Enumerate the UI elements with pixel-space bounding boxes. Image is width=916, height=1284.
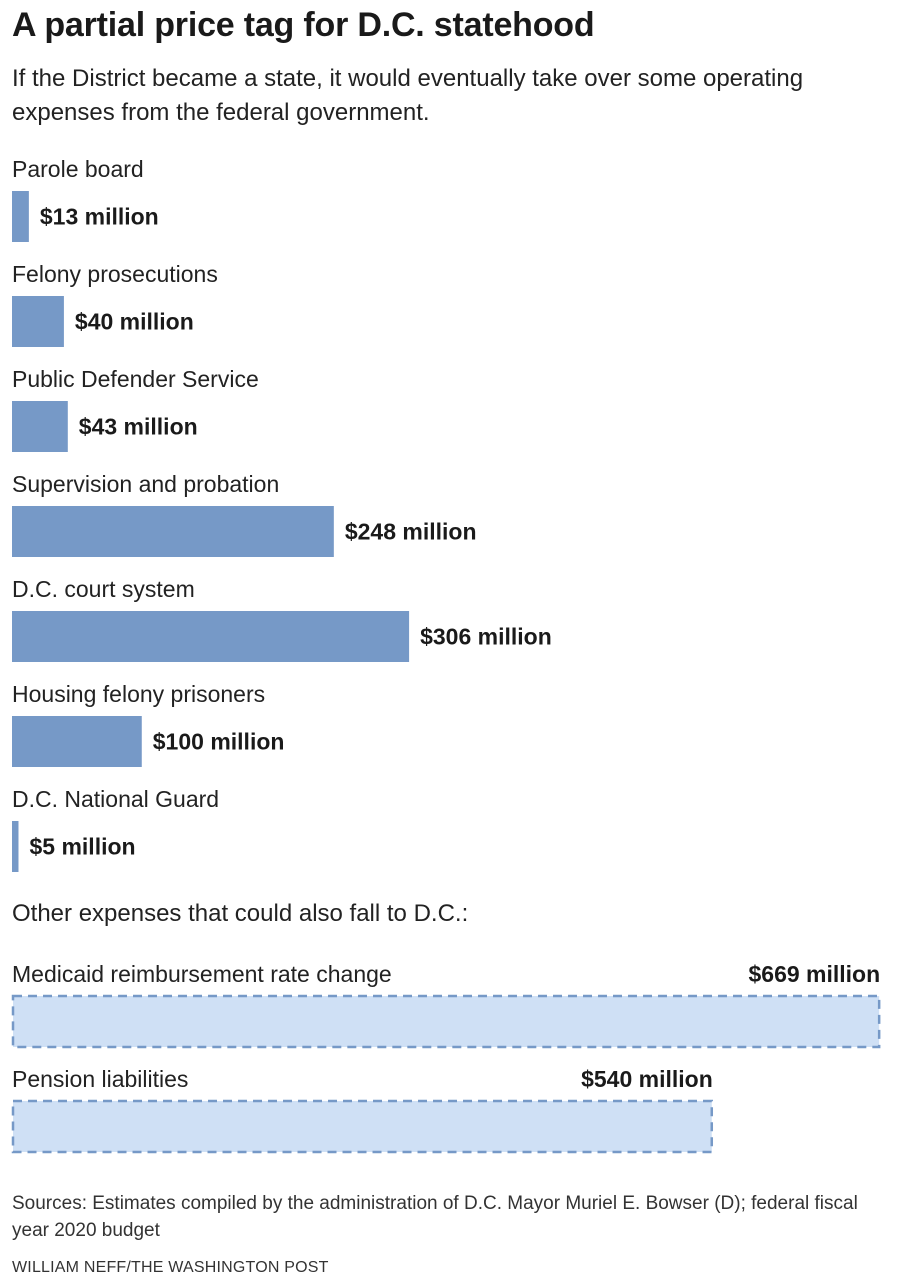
chart-title: A partial price tag for D.C. statehood bbox=[12, 6, 595, 44]
value-label-pension-liabilities: $540 million bbox=[581, 1066, 713, 1092]
value-label-public-defender-service: $43 million bbox=[79, 414, 198, 440]
category-label-d-c-court-system: D.C. court system bbox=[12, 576, 195, 602]
value-label-housing-felony-prisoners: $100 million bbox=[153, 729, 285, 755]
value-label-felony-prosecutions: $40 million bbox=[75, 309, 194, 335]
category-label-housing-felony-prisoners: Housing felony prisoners bbox=[12, 681, 265, 707]
bar-chart: Parole board $13 million Felony prosecutio… bbox=[11, 156, 881, 1154]
bar-d-c-national-guard bbox=[12, 821, 19, 872]
dashed-bar-medicaid-reimbursement-rate-change bbox=[11, 994, 881, 1049]
other-expenses-heading: Other expenses that could also fall to D… bbox=[12, 900, 469, 927]
value-label-d-c-court-system: $306 million bbox=[420, 624, 552, 650]
value-label-parole-board: $13 million bbox=[40, 204, 159, 230]
category-label-public-defender-service: Public Defender Service bbox=[12, 366, 259, 392]
bar-felony-prosecutions bbox=[12, 296, 64, 347]
bar-d-c-court-system bbox=[12, 611, 410, 662]
category-label-pension-liabilities: Pension liabilities bbox=[12, 1066, 188, 1092]
category-label-d-c-national-guard: D.C. National Guard bbox=[12, 786, 219, 812]
category-label-supervision-and-probation: Supervision and probation bbox=[12, 471, 279, 497]
value-label-medicaid-reimbursement-rate-change: $669 million bbox=[748, 961, 880, 987]
source-note: Sources: Estimates compiled by the admin… bbox=[12, 1193, 858, 1241]
category-label-medicaid-reimbursement-rate-change: Medicaid reimbursement rate change bbox=[12, 961, 392, 987]
bar-supervision-and-probation bbox=[12, 506, 334, 557]
bar-housing-felony-prisoners bbox=[12, 716, 142, 767]
chart-subtitle: If the District became a state, it would… bbox=[12, 65, 804, 126]
dashed-bar-pension-liabilities bbox=[11, 1099, 714, 1154]
category-label-felony-prosecutions: Felony prosecutions bbox=[12, 261, 218, 287]
credit-line: WILLIAM NEFF/THE WASHINGTON POST bbox=[12, 1259, 329, 1276]
value-label-d-c-national-guard: $5 million bbox=[29, 834, 135, 860]
value-label-supervision-and-probation: $248 million bbox=[345, 519, 477, 545]
bar-public-defender-service bbox=[12, 401, 68, 452]
bar-parole-board bbox=[12, 191, 29, 242]
category-label-parole-board: Parole board bbox=[12, 156, 144, 182]
